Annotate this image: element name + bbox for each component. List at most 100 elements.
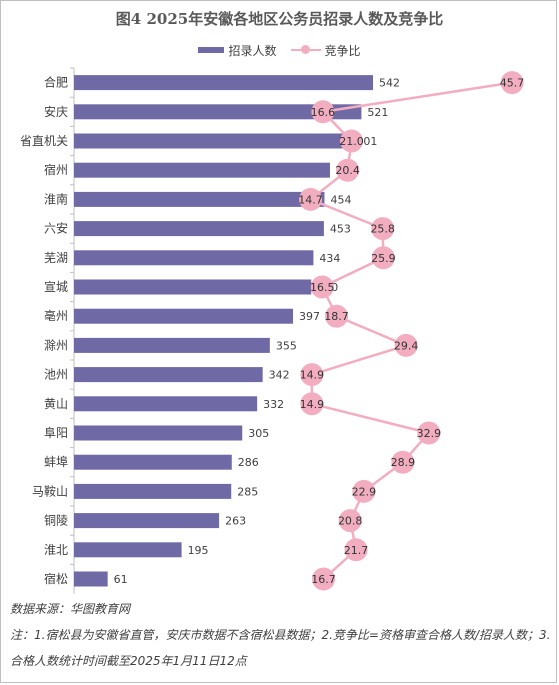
category-label: 阜阳 bbox=[44, 426, 68, 440]
bar bbox=[74, 162, 330, 178]
bar bbox=[74, 513, 220, 529]
ratio-value-label: 14.9 bbox=[300, 369, 325, 382]
ratio-value-label: 25.8 bbox=[370, 223, 395, 236]
category-label: 亳州 bbox=[44, 308, 68, 323]
category-label: 安庆 bbox=[44, 104, 68, 119]
chart-title: 图4 2025年安徽各地区公务员招录人数及竞争比 bbox=[115, 10, 444, 28]
bar bbox=[74, 133, 351, 149]
bar bbox=[74, 483, 232, 499]
ratio-value-label: 22.9 bbox=[352, 485, 377, 498]
ratio-series-line bbox=[308, 81, 513, 580]
category-label: 宿州 bbox=[44, 162, 68, 177]
ratio-point bbox=[394, 333, 418, 357]
bar-value-label: 305 bbox=[248, 427, 269, 440]
ratio-value-label: 28.9 bbox=[391, 456, 416, 469]
category-label: 六安 bbox=[44, 221, 68, 236]
ratio-point bbox=[500, 71, 524, 95]
ratio-value-label: 16.5 bbox=[310, 281, 335, 294]
ratio-value-label: 21.7 bbox=[344, 544, 369, 557]
ratio-point bbox=[311, 100, 335, 124]
category-label: 黄山 bbox=[44, 397, 68, 411]
category-label: 铜陵 bbox=[44, 513, 68, 528]
ratio-point bbox=[300, 363, 324, 387]
category-label: 蚌埠 bbox=[44, 455, 68, 469]
bar bbox=[74, 425, 243, 441]
category-label: 芜湖 bbox=[44, 250, 68, 265]
category-label: 宣城 bbox=[44, 279, 68, 294]
ratio-value-label: 21.0 bbox=[339, 135, 364, 148]
ratio-value-label: 20.4 bbox=[335, 164, 360, 177]
ratio-point bbox=[310, 275, 334, 299]
bar-value-label: 521 bbox=[367, 106, 388, 119]
data-source: 数据来源：华图教育网 bbox=[10, 602, 131, 616]
ratio-value-label: 29.4 bbox=[394, 339, 419, 352]
ratio-value-label: 32.9 bbox=[417, 427, 442, 440]
bar bbox=[74, 337, 270, 353]
bar-value-label: 453 bbox=[330, 223, 351, 236]
ratio-value-label: 25.9 bbox=[371, 252, 396, 265]
bar-value-label: 397 bbox=[299, 310, 320, 323]
bar-value-label: 285 bbox=[237, 485, 258, 498]
bar bbox=[74, 75, 374, 91]
bar-value-label: 263 bbox=[225, 515, 246, 528]
ratio-point bbox=[344, 538, 368, 562]
ratio-point bbox=[417, 421, 441, 445]
ratio-point bbox=[300, 392, 324, 416]
bar-value-label: 355 bbox=[276, 339, 297, 352]
bar-value-label: 454 bbox=[330, 193, 351, 206]
category-label: 马鞍山 bbox=[32, 483, 68, 498]
ratio-point bbox=[336, 158, 360, 182]
ratio-point bbox=[340, 129, 363, 153]
ratio-point bbox=[371, 217, 395, 241]
bar bbox=[74, 221, 324, 237]
ratio-value-label: 20.8 bbox=[338, 515, 363, 528]
bar-value-label: 286 bbox=[238, 456, 259, 469]
footnote: 注：1.宿松县为安徽省直管，安庆市数据不含宿松县数据；2.竞争比=资格审查合格人… bbox=[10, 628, 551, 668]
bar-value-label: 61 bbox=[114, 573, 128, 586]
ratio-value-label: 45.7 bbox=[500, 77, 525, 90]
bar-value-label: 542 bbox=[379, 77, 400, 90]
bar-value-label: 342 bbox=[269, 369, 290, 382]
ratio-value-label: 14.9 bbox=[300, 398, 325, 411]
category-label: 宿松 bbox=[44, 571, 68, 586]
bar bbox=[74, 454, 232, 470]
category-label: 合肥 bbox=[44, 75, 68, 90]
ratio-point bbox=[299, 187, 323, 211]
bar-value-label: 332 bbox=[263, 398, 284, 411]
ratio-point bbox=[391, 450, 415, 474]
legend-line-swatch bbox=[290, 45, 321, 55]
bar bbox=[74, 542, 182, 558]
ratio-value-label: 16.6 bbox=[311, 106, 336, 119]
ratio-point bbox=[312, 567, 336, 591]
legend-bar-swatch bbox=[198, 47, 225, 53]
legend-bar-label: 招录人数 bbox=[228, 43, 277, 58]
ratio-point bbox=[371, 246, 395, 270]
bar bbox=[74, 308, 294, 324]
ratio-point bbox=[352, 479, 376, 503]
legend-line-label: 竞争比 bbox=[324, 43, 361, 58]
category-label: 滁州 bbox=[44, 337, 68, 352]
ratio-point bbox=[325, 304, 349, 328]
ratio-value-label: 18.7 bbox=[324, 310, 349, 323]
bar-value-label: 434 bbox=[319, 252, 340, 265]
bar bbox=[74, 250, 314, 266]
category-label: 池州 bbox=[44, 368, 68, 382]
category-label: 淮北 bbox=[44, 543, 68, 557]
bar bbox=[74, 571, 108, 587]
bar bbox=[74, 396, 258, 412]
legend-item-line: 竞争比 bbox=[290, 42, 361, 59]
legend: 招录人数 竞争比 bbox=[0, 42, 559, 58]
ratio-point bbox=[338, 509, 362, 533]
ratio-value-label: 14.7 bbox=[298, 193, 323, 206]
ratio-value-label: 16.7 bbox=[311, 573, 336, 586]
legend-item-bar: 招录人数 bbox=[198, 42, 277, 59]
category-label: 省直机关 bbox=[20, 134, 68, 148]
bar bbox=[74, 367, 263, 383]
category-label: 淮南 bbox=[44, 191, 68, 206]
bar bbox=[74, 104, 362, 120]
bar-value-label: 195 bbox=[188, 544, 209, 557]
bar bbox=[74, 279, 312, 295]
bar bbox=[74, 191, 325, 207]
